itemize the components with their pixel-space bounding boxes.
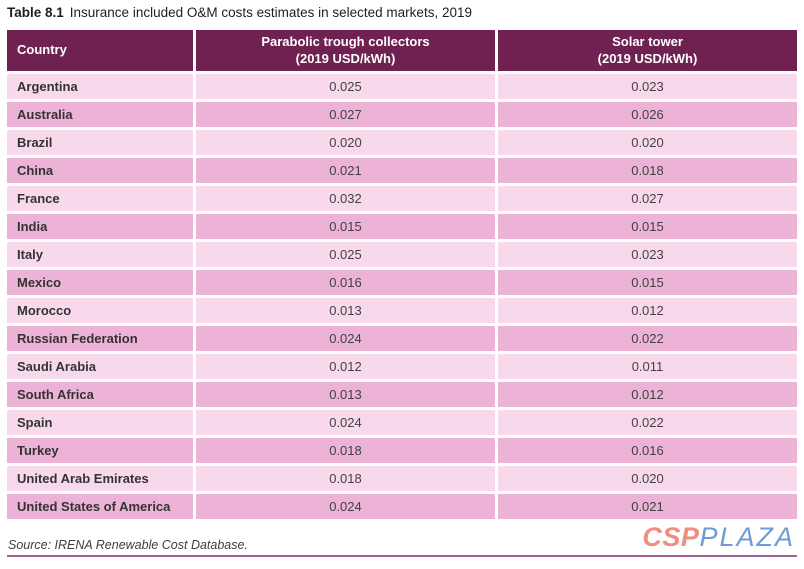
logo-csp-text: CSP	[642, 522, 700, 552]
solar-value-cell: 0.023	[498, 242, 797, 267]
solar-value-cell: 0.016	[498, 438, 797, 463]
country-cell: Morocco	[7, 298, 193, 323]
parabolic-value-cell: 0.013	[196, 382, 495, 407]
parabolic-value-cell: 0.012	[196, 354, 495, 379]
solar-value-cell: 0.015	[498, 214, 797, 239]
country-cell: China	[7, 158, 193, 183]
solar-value-cell: 0.022	[498, 326, 797, 351]
table-row: Morocco 0.013 0.012	[7, 298, 797, 323]
country-cell: Saudi Arabia	[7, 354, 193, 379]
parabolic-value-cell: 0.018	[196, 466, 495, 491]
table-number: Table 8.1	[7, 5, 64, 20]
logo-plaza-text: PLAZA	[699, 522, 795, 552]
header-parabolic-line1: Parabolic trough collectors	[261, 33, 430, 49]
table-row: Turkey 0.018 0.016	[7, 438, 797, 463]
solar-value-cell: 0.022	[498, 410, 797, 435]
solar-value-cell: 0.020	[498, 466, 797, 491]
country-cell: South Africa	[7, 382, 193, 407]
country-cell: Italy	[7, 242, 193, 267]
country-cell: Turkey	[7, 438, 193, 463]
country-cell: United Arab Emirates	[7, 466, 193, 491]
table-title-text: Insurance included O&M costs estimates i…	[69, 5, 472, 20]
country-cell: Spain	[7, 410, 193, 435]
parabolic-value-cell: 0.020	[196, 130, 495, 155]
parabolic-value-cell: 0.018	[196, 438, 495, 463]
country-cell: France	[7, 186, 193, 211]
bottom-rule-divider	[7, 555, 797, 557]
header-country: Country	[7, 30, 193, 71]
solar-value-cell: 0.020	[498, 130, 797, 155]
header-solar-line1: Solar tower	[612, 33, 683, 49]
costs-table: Country Parabolic trough collectors (201…	[7, 30, 797, 519]
table-row: Mexico 0.016 0.015	[7, 270, 797, 295]
table-row: South Africa 0.013 0.012	[7, 382, 797, 407]
parabolic-value-cell: 0.024	[196, 410, 495, 435]
header-parabolic-trough: Parabolic trough collectors (2019 USD/kW…	[196, 30, 495, 71]
table-row: Russian Federation 0.024 0.022	[7, 326, 797, 351]
cspplaza-logo: CSPPLAZA	[642, 524, 795, 551]
table-row: Brazil 0.020 0.020	[7, 130, 797, 155]
solar-value-cell: 0.027	[498, 186, 797, 211]
parabolic-value-cell: 0.013	[196, 298, 495, 323]
solar-value-cell: 0.023	[498, 74, 797, 99]
parabolic-value-cell: 0.024	[196, 494, 495, 519]
table-row: Argentina 0.025 0.023	[7, 74, 797, 99]
table-row: Saudi Arabia 0.012 0.011	[7, 354, 797, 379]
solar-value-cell: 0.026	[498, 102, 797, 127]
parabolic-value-cell: 0.016	[196, 270, 495, 295]
table-row: Spain 0.024 0.022	[7, 410, 797, 435]
parabolic-value-cell: 0.025	[196, 242, 495, 267]
solar-value-cell: 0.011	[498, 354, 797, 379]
parabolic-value-cell: 0.025	[196, 74, 495, 99]
country-cell: Russian Federation	[7, 326, 193, 351]
solar-value-cell: 0.012	[498, 382, 797, 407]
source-note: Source: IRENA Renewable Cost Database.	[8, 538, 248, 552]
country-cell: Argentina	[7, 74, 193, 99]
table-row: France 0.032 0.027	[7, 186, 797, 211]
parabolic-value-cell: 0.027	[196, 102, 495, 127]
solar-value-cell: 0.021	[498, 494, 797, 519]
country-cell: Australia	[7, 102, 193, 127]
parabolic-value-cell: 0.021	[196, 158, 495, 183]
table-title: Table 8.1 Insurance included O&M costs es…	[7, 5, 472, 20]
header-solar-line2: (2019 USD/kWh)	[597, 50, 698, 66]
solar-value-cell: 0.018	[498, 158, 797, 183]
header-parabolic-line2: (2019 USD/kWh)	[295, 50, 396, 66]
table-row: China 0.021 0.018	[7, 158, 797, 183]
parabolic-value-cell: 0.032	[196, 186, 495, 211]
country-cell: Brazil	[7, 130, 193, 155]
country-cell: Mexico	[7, 270, 193, 295]
table-row: Italy 0.025 0.023	[7, 242, 797, 267]
country-cell: India	[7, 214, 193, 239]
solar-value-cell: 0.015	[498, 270, 797, 295]
country-cell: United States of America	[7, 494, 193, 519]
header-solar-tower: Solar tower (2019 USD/kWh)	[498, 30, 797, 71]
table-row: India 0.015 0.015	[7, 214, 797, 239]
table-row: United States of America 0.024 0.021	[7, 494, 797, 519]
table-header-row: Country Parabolic trough collectors (201…	[7, 30, 797, 71]
table-row: Australia 0.027 0.026	[7, 102, 797, 127]
table-row: United Arab Emirates 0.018 0.020	[7, 466, 797, 491]
solar-value-cell: 0.012	[498, 298, 797, 323]
parabolic-value-cell: 0.015	[196, 214, 495, 239]
parabolic-value-cell: 0.024	[196, 326, 495, 351]
